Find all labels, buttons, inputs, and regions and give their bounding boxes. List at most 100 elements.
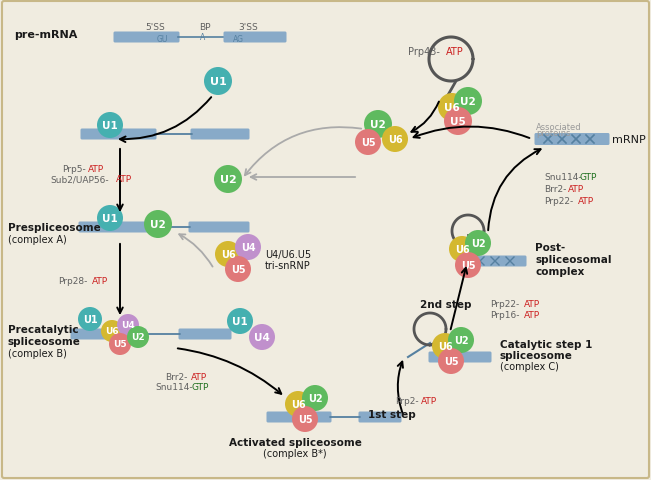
Text: U1: U1	[102, 214, 118, 224]
Text: GU: GU	[157, 35, 168, 43]
Text: 1st step: 1st step	[368, 409, 416, 419]
Text: 5'SS: 5'SS	[145, 24, 165, 33]
Text: U2: U2	[454, 336, 468, 345]
Circle shape	[355, 130, 381, 156]
Text: Precatalytic: Precatalytic	[8, 324, 79, 334]
Text: U4: U4	[121, 321, 135, 330]
Text: Catalytic step 1: Catalytic step 1	[500, 339, 592, 349]
FancyBboxPatch shape	[266, 412, 331, 422]
Text: complex: complex	[535, 266, 585, 276]
Text: AG: AG	[233, 35, 244, 43]
Text: U2: U2	[219, 175, 236, 185]
Circle shape	[97, 205, 123, 231]
Text: ATP: ATP	[92, 277, 108, 286]
Text: ATP: ATP	[88, 165, 104, 174]
Text: Prp43-: Prp43-	[408, 47, 440, 57]
Text: Activated spliceosome: Activated spliceosome	[229, 437, 361, 447]
Text: proteins: proteins	[536, 129, 570, 138]
Text: ATP: ATP	[578, 197, 594, 206]
Text: Brr2-: Brr2-	[544, 185, 566, 194]
Text: (complex B*): (complex B*)	[263, 448, 327, 458]
Text: U6: U6	[454, 244, 469, 254]
Circle shape	[235, 235, 261, 261]
Circle shape	[455, 252, 481, 278]
Text: Snu114-: Snu114-	[544, 173, 581, 182]
Text: U2: U2	[150, 219, 166, 229]
Circle shape	[227, 308, 253, 334]
Text: Prp28-: Prp28-	[58, 277, 87, 286]
Text: U5: U5	[450, 117, 466, 127]
Circle shape	[449, 237, 475, 263]
FancyBboxPatch shape	[191, 129, 249, 140]
Text: U1: U1	[210, 77, 227, 87]
Text: GTP: GTP	[191, 383, 208, 392]
FancyBboxPatch shape	[359, 412, 402, 422]
Text: spliceosomal: spliceosomal	[535, 254, 611, 264]
Text: U1: U1	[102, 121, 118, 131]
Circle shape	[249, 324, 275, 350]
Circle shape	[285, 391, 311, 417]
Text: pre-mRNA: pre-mRNA	[14, 30, 77, 40]
Circle shape	[302, 385, 328, 411]
Text: BP: BP	[199, 24, 211, 33]
Text: Prp22-: Prp22-	[544, 197, 574, 206]
Circle shape	[225, 256, 251, 282]
FancyBboxPatch shape	[81, 129, 156, 140]
Circle shape	[109, 333, 131, 355]
Text: ATP: ATP	[116, 175, 132, 184]
Text: Prp16-: Prp16-	[490, 311, 519, 320]
Text: ATP: ATP	[446, 47, 464, 57]
Text: 3'SS: 3'SS	[238, 24, 258, 33]
Circle shape	[438, 94, 466, 122]
Text: (complex B): (complex B)	[8, 348, 67, 358]
Circle shape	[127, 326, 149, 348]
Text: ATP: ATP	[191, 373, 207, 382]
Text: ATP: ATP	[524, 311, 540, 320]
Text: U5: U5	[230, 264, 245, 275]
Text: ATP: ATP	[568, 185, 584, 194]
Text: mRNP: mRNP	[612, 135, 646, 144]
FancyBboxPatch shape	[464, 256, 527, 267]
Text: U6: U6	[221, 250, 235, 260]
Circle shape	[444, 108, 472, 136]
Circle shape	[454, 88, 482, 116]
Text: U6: U6	[105, 327, 119, 336]
Text: Prp22-: Prp22-	[490, 300, 519, 309]
Circle shape	[78, 307, 102, 331]
Text: U2: U2	[132, 333, 145, 342]
Circle shape	[432, 333, 458, 359]
Text: ATP: ATP	[524, 300, 540, 309]
Circle shape	[438, 348, 464, 374]
Text: U2: U2	[471, 239, 485, 249]
Text: U4: U4	[254, 332, 270, 342]
Circle shape	[97, 113, 123, 139]
Text: (complex A): (complex A)	[8, 235, 67, 244]
Text: Snu114-: Snu114-	[155, 383, 193, 392]
Text: U1: U1	[232, 316, 248, 326]
Circle shape	[117, 314, 139, 336]
Text: GTP: GTP	[579, 173, 596, 182]
Text: Prespliceosome: Prespliceosome	[8, 223, 101, 232]
FancyBboxPatch shape	[178, 329, 232, 340]
Text: U6: U6	[388, 135, 402, 144]
Text: U5: U5	[361, 138, 376, 148]
Text: U6: U6	[444, 103, 460, 113]
Circle shape	[204, 68, 232, 96]
FancyBboxPatch shape	[79, 222, 154, 233]
Circle shape	[448, 327, 474, 353]
Text: tri-snRNP: tri-snRNP	[265, 261, 311, 270]
Circle shape	[465, 230, 491, 256]
Text: U1: U1	[83, 314, 97, 324]
Text: spliceosome: spliceosome	[500, 350, 573, 360]
Text: A: A	[201, 33, 206, 41]
Text: U5: U5	[298, 414, 312, 424]
Text: spliceosome: spliceosome	[8, 336, 81, 346]
Circle shape	[215, 241, 241, 267]
Text: (complex C): (complex C)	[500, 361, 559, 371]
FancyBboxPatch shape	[189, 222, 249, 233]
Circle shape	[364, 111, 392, 139]
Text: Sub2/UAP56-: Sub2/UAP56-	[50, 175, 109, 184]
Text: U6: U6	[437, 341, 452, 351]
FancyBboxPatch shape	[428, 352, 492, 363]
Circle shape	[101, 320, 123, 342]
